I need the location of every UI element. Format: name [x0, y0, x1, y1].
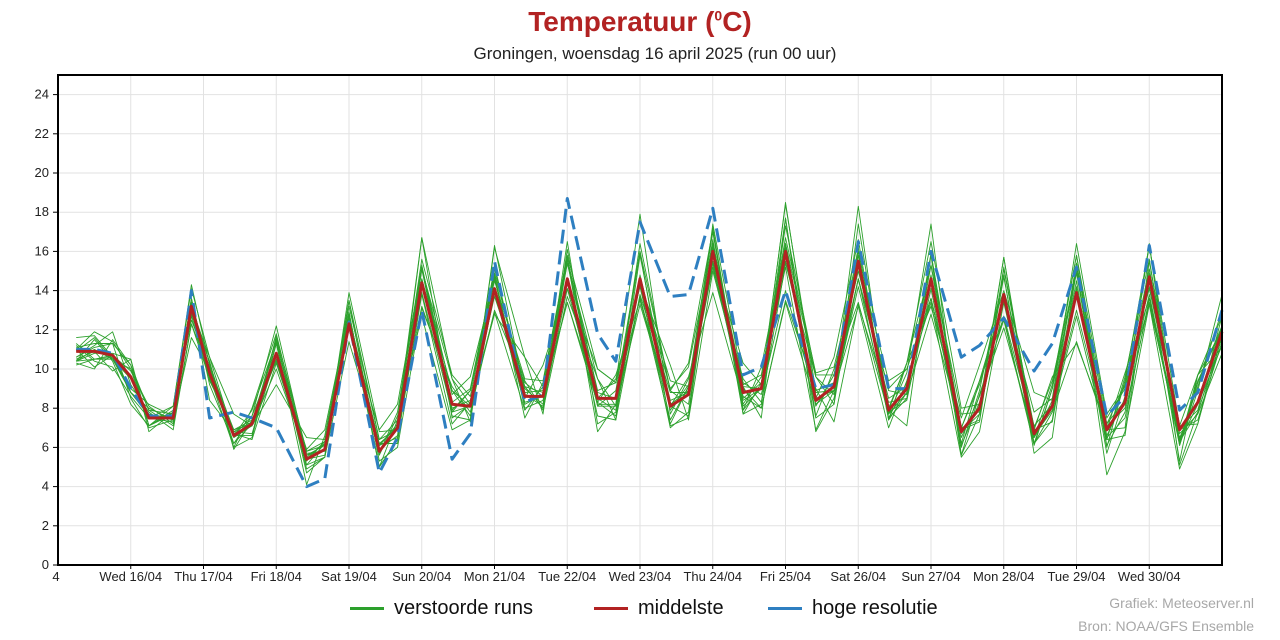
x-tick-label: Thu 24/04: [683, 569, 742, 584]
y-tick-label: 2: [42, 518, 49, 533]
legend-ensemble: verstoorde runs: [350, 596, 533, 620]
ensemble-member-line-13: [76, 245, 1223, 466]
mean-line: [76, 249, 1224, 461]
x-tick-label: Tue 22/04: [538, 569, 596, 584]
y-tick-label: 24: [35, 87, 49, 102]
x-tick-label: Mon 28/04: [973, 569, 1034, 584]
ensemble-member-line-15: [76, 231, 1223, 474]
x-tick-label: Sat 26/04: [830, 569, 886, 584]
x-tick-label: Sun 27/04: [901, 569, 960, 584]
x-tick-label: Mon 21/04: [464, 569, 525, 584]
chart-subtitle: Groningen, woensdag 16 april 2025 (run 0…: [473, 44, 837, 63]
legend-mean-label: middelste: [638, 596, 724, 619]
y-tick-label: 20: [35, 165, 49, 180]
credit-graph: Grafiek: Meteoserver.nl: [1109, 595, 1254, 611]
y-tick-label: 6: [42, 439, 49, 454]
x-tick-label: Sat 19/04: [321, 569, 377, 584]
x-tick-label: Wed 16/04: [99, 569, 162, 584]
y-tick-label: 22: [35, 126, 49, 141]
hires-line-layer: [76, 197, 1224, 489]
mean-line-layer: [76, 249, 1224, 461]
chart-title-text: Temperatuur (: [528, 6, 715, 37]
legend-hires-label: hoge resolutie: [812, 596, 938, 619]
credit-source: Bron: NOAA/GFS Ensemble: [1078, 618, 1254, 634]
x-tick-label-first: 4: [52, 569, 59, 584]
x-tick-label: Tue 29/04: [1047, 569, 1105, 584]
degree-superscript: 0: [714, 7, 723, 24]
x-axis: 4 Wed 16/04 Thu 17/04 Fri 18/04 Sat 19/04 Sun…: [52, 565, 1181, 584]
x-tick-label: Thu 17/04: [174, 569, 233, 584]
chart-title: Temperatuur (0C): [0, 6, 1280, 38]
legend-hires-swatch: [768, 606, 802, 610]
x-tick-label: Wed 23/04: [609, 569, 672, 584]
ensemble-member-line-16: [75, 258, 1223, 462]
legend-ensemble-swatch: [350, 606, 384, 610]
y-tick-label: 14: [35, 283, 49, 298]
y-tick-label: 4: [42, 479, 49, 494]
legend-hires: hoge resolutie: [768, 596, 938, 620]
ensemble-member-line-9: [76, 217, 1223, 470]
hires-line: [76, 197, 1224, 489]
chart-title-unit: C): [722, 6, 752, 37]
y-tick-label: 18: [35, 204, 49, 219]
x-tick-label: Fri 25/04: [760, 569, 811, 584]
y-tick-label: 12: [35, 322, 49, 337]
y-tick-label: 16: [35, 243, 49, 258]
legend-ensemble-label: verstoorde runs: [394, 596, 533, 619]
y-tick-label: 8: [42, 400, 49, 415]
x-tick-label: Fri 18/04: [251, 569, 302, 584]
y-tick-label: 0: [42, 557, 49, 572]
legend-mean-swatch: [594, 606, 628, 610]
legend-mean: middelste: [594, 596, 724, 620]
x-tick-label: Sun 20/04: [392, 569, 451, 584]
grid-lines: [58, 75, 1222, 565]
x-tick-label: Wed 30/04: [1118, 569, 1181, 584]
y-tick-label: 10: [35, 361, 49, 376]
